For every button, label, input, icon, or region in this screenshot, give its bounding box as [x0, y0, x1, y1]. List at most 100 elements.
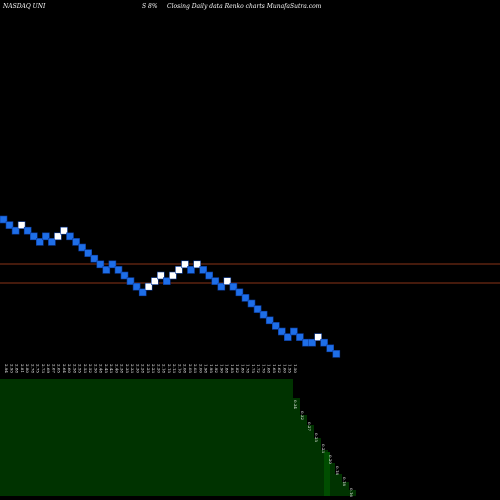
- brick-down: [29, 232, 38, 241]
- brick-down: [108, 260, 117, 269]
- price-label: 2.80: [25, 364, 30, 373]
- brick-down: [66, 232, 74, 241]
- volume-area: [0, 379, 356, 496]
- brick-down: [163, 277, 171, 285]
- price-label: 1.95: [209, 364, 214, 373]
- reference-lines: [0, 263, 500, 284]
- price-label: 2.45: [104, 364, 109, 373]
- brick-down: [290, 327, 298, 336]
- price-label: 1.98: [204, 364, 209, 373]
- volume-label: 0.23: [321, 444, 326, 453]
- volume-label: 0.20: [328, 455, 333, 464]
- volume-steps: [293, 379, 356, 496]
- brick-up: [144, 282, 153, 291]
- price-label: 2.13: [172, 364, 177, 373]
- brick-down: [199, 266, 207, 274]
- brick-down: [23, 226, 32, 235]
- brick-up: [223, 277, 232, 285]
- brick-up: [157, 271, 165, 280]
- price-label: 2.10: [177, 364, 182, 373]
- brick-up: [169, 271, 177, 280]
- price-label: 1.68: [267, 364, 272, 373]
- price-label: 1.90: [219, 364, 224, 373]
- price-label: 2.38: [120, 364, 125, 373]
- price-label: 1.75: [251, 364, 256, 373]
- price-label: 2.28: [141, 364, 146, 373]
- brick-down: [253, 305, 262, 313]
- price-label: 2.08: [183, 364, 188, 373]
- price-label: 2.18: [162, 364, 167, 373]
- price-label: 2.88: [15, 364, 20, 373]
- price-label: 2.60: [67, 364, 72, 373]
- price-label: 2.75: [36, 364, 41, 373]
- brick-up: [17, 221, 26, 229]
- brick-up: [181, 260, 189, 269]
- brick-down: [48, 238, 56, 246]
- price-label: 2.81: [20, 364, 25, 373]
- brick-up: [175, 266, 183, 274]
- chart-change: S 8%: [142, 3, 158, 10]
- brick-down: [332, 350, 341, 358]
- brick-down: [96, 260, 105, 269]
- price-label: 1.70: [261, 364, 266, 373]
- price-label: 1.78: [246, 364, 251, 373]
- price-label: 1.62: [277, 364, 282, 373]
- price-label: 2.00: [198, 364, 203, 373]
- price-label: 2.35: [125, 364, 130, 373]
- price-label: 2.50: [93, 364, 98, 373]
- brick-down: [296, 333, 304, 341]
- brick-down: [277, 327, 286, 336]
- price-label: 2.52: [88, 364, 93, 373]
- volume-label: 0.18: [342, 477, 347, 486]
- volume-label: 0.32: [300, 411, 305, 420]
- brick-down: [308, 338, 316, 347]
- price-label: 2.03: [193, 364, 198, 373]
- price-label: 2.69: [46, 364, 51, 373]
- price-label: 2.67: [51, 364, 56, 373]
- brick-up: [314, 333, 322, 341]
- brick-down: [211, 277, 220, 285]
- brick-down: [265, 316, 274, 325]
- price-label: 2.05: [188, 364, 193, 373]
- price-label: 1.85: [230, 364, 235, 373]
- brick-down: [132, 282, 141, 291]
- brick-up: [193, 260, 201, 269]
- price-label: 2.43: [109, 364, 114, 373]
- brick-down: [138, 288, 147, 297]
- price-label: 2.30: [135, 364, 140, 373]
- volume-highlight: [324, 452, 330, 496]
- price-label: 1.65: [272, 364, 277, 373]
- brick-down: [114, 266, 123, 274]
- brick-down: [78, 243, 86, 252]
- price-label: 2.73: [41, 364, 46, 373]
- volume-label: 0.16: [349, 488, 354, 497]
- brick-down: [259, 310, 268, 319]
- price-label: 2.15: [167, 364, 172, 373]
- renko-bricks: [0, 215, 341, 358]
- price-label: 2.65: [57, 364, 62, 373]
- volume-labels: 0.340.320.270.250.230.200.180.180.16: [293, 400, 354, 497]
- price-label: 2.64: [62, 364, 67, 373]
- price-label: 1.55: [288, 364, 293, 373]
- brick-down: [102, 266, 111, 274]
- price-label: 1.50: [293, 364, 298, 373]
- price-label: 2.23: [151, 364, 156, 373]
- brick-down: [90, 254, 99, 263]
- price-labels: 2.94 2.93 2.88 2.81 2.80 2.78 2.75 2.73 2.69 2.67…: [4, 364, 298, 373]
- brick-up: [151, 277, 159, 285]
- brick-down: [241, 294, 250, 302]
- brick-down: [11, 226, 20, 235]
- brick-down: [126, 277, 135, 285]
- brick-down: [0, 215, 8, 224]
- price-label: 2.20: [156, 364, 161, 373]
- price-label: 2.94: [4, 364, 9, 373]
- price-label: 1.92: [214, 364, 219, 373]
- brick-down: [271, 322, 280, 330]
- price-label: 2.48: [99, 364, 104, 373]
- chart-description: Closing Daily data Renko charts MunafaSu…: [167, 3, 322, 10]
- price-label: 1.72: [256, 364, 261, 373]
- price-label: 1.60: [282, 364, 287, 373]
- brick-down: [326, 344, 335, 353]
- chart-exchange-ticker: NASDAQ UNI: [2, 3, 46, 10]
- price-label: 2.25: [146, 364, 151, 373]
